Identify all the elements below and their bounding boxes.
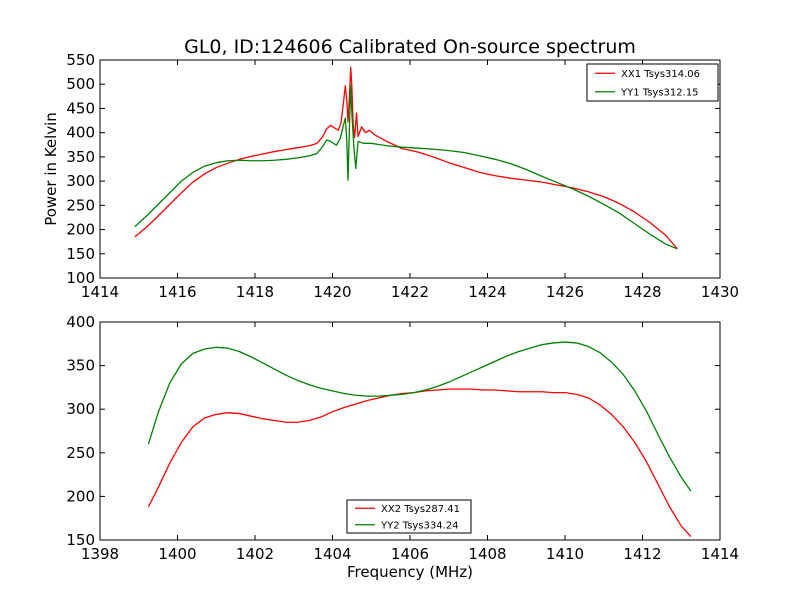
chart-top-x-tick-label: 1428: [623, 283, 661, 301]
chart-bottom-x-tick-label: 1414: [701, 545, 739, 563]
chart-bottom-series-line-2: [147, 341, 692, 492]
chart-top-y-tick-label: 350: [66, 148, 95, 166]
chart-bottom-y-tick-label: 150: [66, 531, 95, 549]
chart-top-y-tick-label: 300: [66, 172, 95, 190]
chart-bottom-x-tick-label: 1402: [236, 545, 274, 563]
chart-bottom-x-tick-label: 1398: [81, 545, 119, 563]
chart-top-y-tick-label: 100: [66, 269, 95, 287]
chart-top-x-tick-label: 1420: [313, 283, 351, 301]
chart-top-x-tick-label: 1430: [701, 283, 739, 301]
chart-top-series-line-1: [134, 66, 678, 250]
chart-bottom-legend-label-1: XX2 Tsys287.41: [381, 504, 460, 515]
chart-top-y-tick-label: 550: [66, 51, 95, 69]
chart-bottom-plot-area: 1398 1400 1402 1404 1406 1408 1410 1412 1414 150 2…: [66, 313, 739, 563]
chart-top-legend-label-2: YY1 Tsys312.15: [620, 87, 699, 98]
chart-top-x-tick-label: 1418: [236, 283, 274, 301]
chart-top-x-tick-label: 1426: [546, 283, 584, 301]
chart-top-title: GL0, ID:124606 Calibrated On-source spec…: [184, 36, 636, 58]
chart-top-y-tick-label: 200: [66, 221, 95, 239]
chart-top-y-tick-label: 500: [66, 75, 95, 93]
chart-bottom-x-tick-label: 1410: [546, 545, 584, 563]
chart-bottom-x-tick-label: 1400: [158, 545, 196, 563]
chart-top-x-tick-label: 1422: [391, 283, 429, 301]
chart-top-legend-box: [586, 63, 719, 102]
chart-top-series-line-2: [134, 84, 678, 250]
chart-top-ylabel: Power in Kelvin: [42, 112, 60, 226]
chart-bottom-y-tick-label: 350: [66, 357, 95, 375]
chart-top-y-tick-label: 450: [66, 99, 95, 117]
chart-bottom-y-tick-label: 250: [66, 444, 95, 462]
chart-top-y-tick-label: 250: [66, 196, 95, 214]
chart-top-y-tick-label: 150: [66, 245, 95, 263]
chart-bottom-y-tick-label: 400: [66, 313, 95, 331]
chart-top-plot-area: 1414 1416 1418 1420 1422 1424 1426 1428 1430 100 1…: [66, 51, 739, 301]
chart-bottom-x-tick-label: 1406: [391, 545, 429, 563]
chart-bottom-x-tick-label: 1412: [623, 545, 661, 563]
chart-top-x-tick-label: 1416: [158, 283, 196, 301]
chart-bottom-legend: XX2 Tsys287.41 YY2 Tsys334.24: [346, 499, 472, 534]
chart-top-y-tick-label: 400: [66, 124, 95, 142]
chart-top-x-tick-label: 1424: [468, 283, 506, 301]
chart-bottom-x-tick-label: 1404: [313, 545, 351, 563]
chart-bottom-legend-box: [346, 499, 472, 534]
chart-top-legend-label-1: XX1 Tsys314.06: [621, 69, 700, 80]
chart-bottom-xlabel: Frequency (MHz): [347, 563, 473, 581]
chart-bottom-legend-label-2: YY2 Tsys334.24: [380, 520, 459, 531]
chart-bottom-y-tick-label: 300: [66, 400, 95, 418]
chart-top: GL0, ID:124606 Calibrated On-source spec…: [42, 36, 739, 301]
chart-bottom-y-tick-label: 200: [66, 487, 95, 505]
chart-top-x-tick-label: 1414: [81, 283, 119, 301]
chart-top-legend: XX1 Tsys314.06 YY1 Tsys312.15: [586, 63, 719, 102]
chart-bottom-x-tick-label: 1408: [468, 545, 506, 563]
chart-bottom: Frequency (MHz) 1398 1400 1402 1404 1406 1408…: [66, 313, 739, 581]
